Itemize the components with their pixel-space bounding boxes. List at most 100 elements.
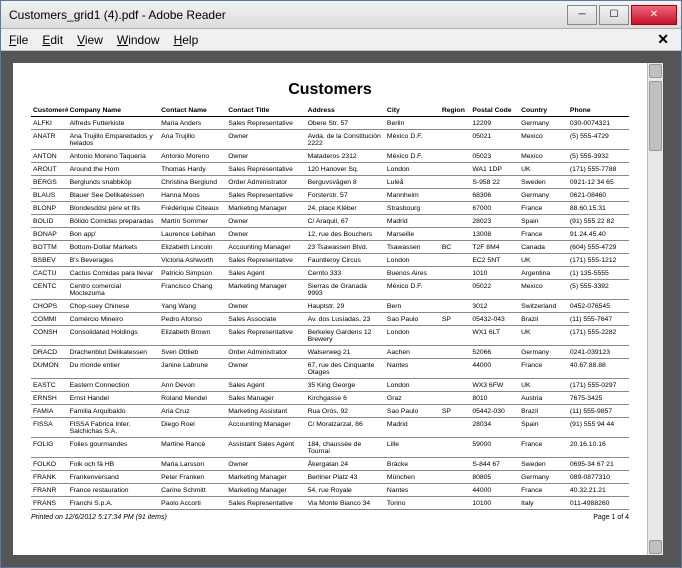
- scroll-track-space[interactable]: [648, 152, 663, 539]
- table-cell: Italy: [519, 497, 568, 510]
- table-cell: C/ Moralzarzal, 86: [306, 418, 385, 438]
- table-cell: [440, 379, 471, 392]
- table-cell: [440, 346, 471, 359]
- scroll-thumb[interactable]: [649, 81, 662, 151]
- table-cell: Madrid: [385, 215, 440, 228]
- table-cell: [440, 176, 471, 189]
- table-row: CONSHConsolidated HoldingsElizabeth Brow…: [31, 326, 629, 346]
- table-cell: (171) 555-1212: [568, 254, 629, 267]
- menu-edit[interactable]: Edit: [42, 33, 63, 47]
- column-header: Phone: [568, 105, 629, 117]
- minimize-button[interactable]: ─: [567, 5, 597, 25]
- table-cell: Roland Mendel: [159, 392, 226, 405]
- table-cell: ALFKI: [31, 117, 68, 130]
- table-row: BLONPBlondesddsl père et filsFrédérique …: [31, 202, 629, 215]
- table-cell: Lille: [385, 438, 440, 458]
- window-title: Customers_grid1 (4).pdf - Adobe Reader: [9, 8, 565, 22]
- table-cell: Sven Ottlieb: [159, 346, 226, 359]
- table-cell: WX3 6FW: [470, 379, 519, 392]
- table-row: AROUTAround the HornThomas HardySales Re…: [31, 163, 629, 176]
- table-cell: WX1 6LT: [470, 326, 519, 346]
- table-cell: Diego Roel: [159, 418, 226, 438]
- table-cell: 68306: [470, 189, 519, 202]
- table-cell: Walserweg 21: [306, 346, 385, 359]
- table-cell: Yang Wang: [159, 300, 226, 313]
- scroll-up-button[interactable]: [649, 64, 662, 78]
- table-cell: FOLIG: [31, 438, 68, 458]
- table-cell: 1010: [470, 267, 519, 280]
- table-cell: Accounting Manager: [226, 241, 305, 254]
- table-cell: Carine Schmitt: [159, 484, 226, 497]
- table-cell: FRANR: [31, 484, 68, 497]
- table-cell: S-958 22: [470, 176, 519, 189]
- table-cell: 13008: [470, 228, 519, 241]
- table-cell: FISSA: [31, 418, 68, 438]
- column-header: Contact Title: [226, 105, 305, 117]
- table-cell: London: [385, 379, 440, 392]
- table-cell: Nantes: [385, 359, 440, 379]
- table-cell: 67000: [470, 202, 519, 215]
- table-cell: Marketing Manager: [226, 484, 305, 497]
- table-cell: Spain: [519, 418, 568, 438]
- table-cell: Owner: [226, 228, 305, 241]
- table-cell: CHOPS: [31, 300, 68, 313]
- table-cell: 7675-3425: [568, 392, 629, 405]
- table-cell: [440, 228, 471, 241]
- table-cell: [440, 117, 471, 130]
- table-cell: Bottom-Dollar Markets: [68, 241, 160, 254]
- table-cell: Pedro Afonso: [159, 313, 226, 326]
- vertical-scrollbar[interactable]: [647, 63, 663, 555]
- menu-file[interactable]: File: [9, 33, 28, 47]
- table-cell: 91.24.45.40: [568, 228, 629, 241]
- scroll-down-button[interactable]: [649, 540, 662, 554]
- table-cell: Paolo Accorti: [159, 497, 226, 510]
- menu-help[interactable]: Help: [174, 33, 199, 47]
- table-cell: Antonio Moreno Taquería: [68, 150, 160, 163]
- table-cell: 80805: [470, 471, 519, 484]
- table-row: ERNSHErnst HandelRoland MendelSales Mana…: [31, 392, 629, 405]
- column-header: Company Name: [68, 105, 160, 117]
- table-row: COMMIComércio MineiroPedro AfonsoSales A…: [31, 313, 629, 326]
- table-cell: Sales Representative: [226, 497, 305, 510]
- table-cell: Tsawassen: [385, 241, 440, 254]
- table-cell: Owner: [226, 130, 305, 150]
- table-cell: Sierras de Granada 9993: [306, 280, 385, 300]
- table-cell: France restauration: [68, 484, 160, 497]
- table-row: BOTTMBottom-Dollar MarketsElizabeth Linc…: [31, 241, 629, 254]
- table-cell: México D.F.: [385, 280, 440, 300]
- close-button[interactable]: ✕: [631, 5, 677, 25]
- table-cell: [440, 438, 471, 458]
- table-cell: 3012: [470, 300, 519, 313]
- table-cell: (171) 555-0297: [568, 379, 629, 392]
- table-row: BSBEVB's BeveragesVictoria AshworthSales…: [31, 254, 629, 267]
- table-cell: Owner: [226, 300, 305, 313]
- document-close-button[interactable]: ✕: [653, 31, 673, 48]
- table-cell: Maria Anders: [159, 117, 226, 130]
- page-footer: Printed on 12/6/2012 5:17:34 PM (91 item…: [31, 514, 629, 521]
- table-cell: Germany: [519, 346, 568, 359]
- menu-window[interactable]: Window: [117, 33, 160, 47]
- table-cell: France: [519, 359, 568, 379]
- table-cell: DRACD: [31, 346, 68, 359]
- table-row: BOLIDBólido Comidas preparadasMartín Som…: [31, 215, 629, 228]
- table-cell: 0452-076545: [568, 300, 629, 313]
- table-row: BERGSBerglunds snabbköpChristina Berglun…: [31, 176, 629, 189]
- window-controls: ─ ☐ ✕: [565, 5, 677, 25]
- table-cell: [440, 326, 471, 346]
- table-cell: Maria Larsson: [159, 458, 226, 471]
- table-cell: Marketing Manager: [226, 280, 305, 300]
- maximize-button[interactable]: ☐: [599, 5, 629, 25]
- column-header: Customer#: [31, 105, 68, 117]
- table-cell: Aachen: [385, 346, 440, 359]
- menu-view[interactable]: View: [77, 33, 103, 47]
- table-cell: Åkergatan 24: [306, 458, 385, 471]
- table-cell: Argentina: [519, 267, 568, 280]
- table-cell: 0921-12 34 65: [568, 176, 629, 189]
- table-cell: Laurence Lebihan: [159, 228, 226, 241]
- table-cell: Luleå: [385, 176, 440, 189]
- titlebar[interactable]: Customers_grid1 (4).pdf - Adobe Reader ─…: [1, 1, 681, 29]
- table-cell: France: [519, 202, 568, 215]
- table-row: CENTCCentro comercial MoctezumaFrancisco…: [31, 280, 629, 300]
- table-cell: (11) 555-9857: [568, 405, 629, 418]
- table-cell: UK: [519, 163, 568, 176]
